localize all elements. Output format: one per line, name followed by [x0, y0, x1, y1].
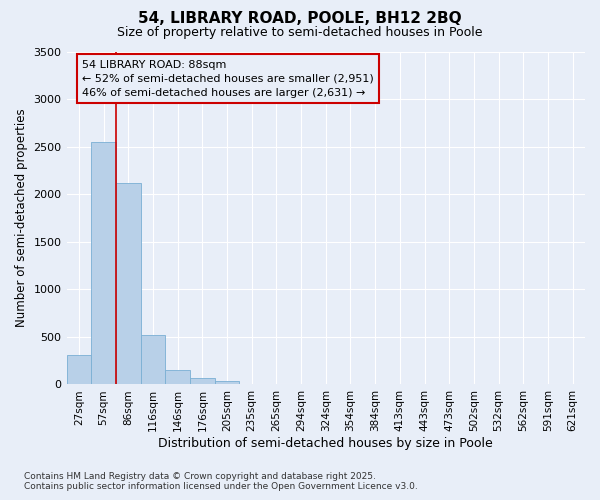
Bar — [215, 381, 239, 384]
Text: 54, LIBRARY ROAD, POOLE, BH12 2BQ: 54, LIBRARY ROAD, POOLE, BH12 2BQ — [138, 11, 462, 26]
Bar — [165, 370, 190, 384]
Y-axis label: Number of semi-detached properties: Number of semi-detached properties — [15, 108, 28, 328]
Bar — [91, 142, 116, 384]
Bar — [140, 334, 165, 384]
X-axis label: Distribution of semi-detached houses by size in Poole: Distribution of semi-detached houses by … — [158, 437, 493, 450]
Text: Size of property relative to semi-detached houses in Poole: Size of property relative to semi-detach… — [117, 26, 483, 39]
Text: 54 LIBRARY ROAD: 88sqm
← 52% of semi-detached houses are smaller (2,951)
46% of : 54 LIBRARY ROAD: 88sqm ← 52% of semi-det… — [82, 60, 374, 98]
Bar — [116, 184, 140, 384]
Bar — [190, 378, 215, 384]
Bar — [67, 356, 91, 384]
Text: Contains HM Land Registry data © Crown copyright and database right 2025.
Contai: Contains HM Land Registry data © Crown c… — [24, 472, 418, 491]
